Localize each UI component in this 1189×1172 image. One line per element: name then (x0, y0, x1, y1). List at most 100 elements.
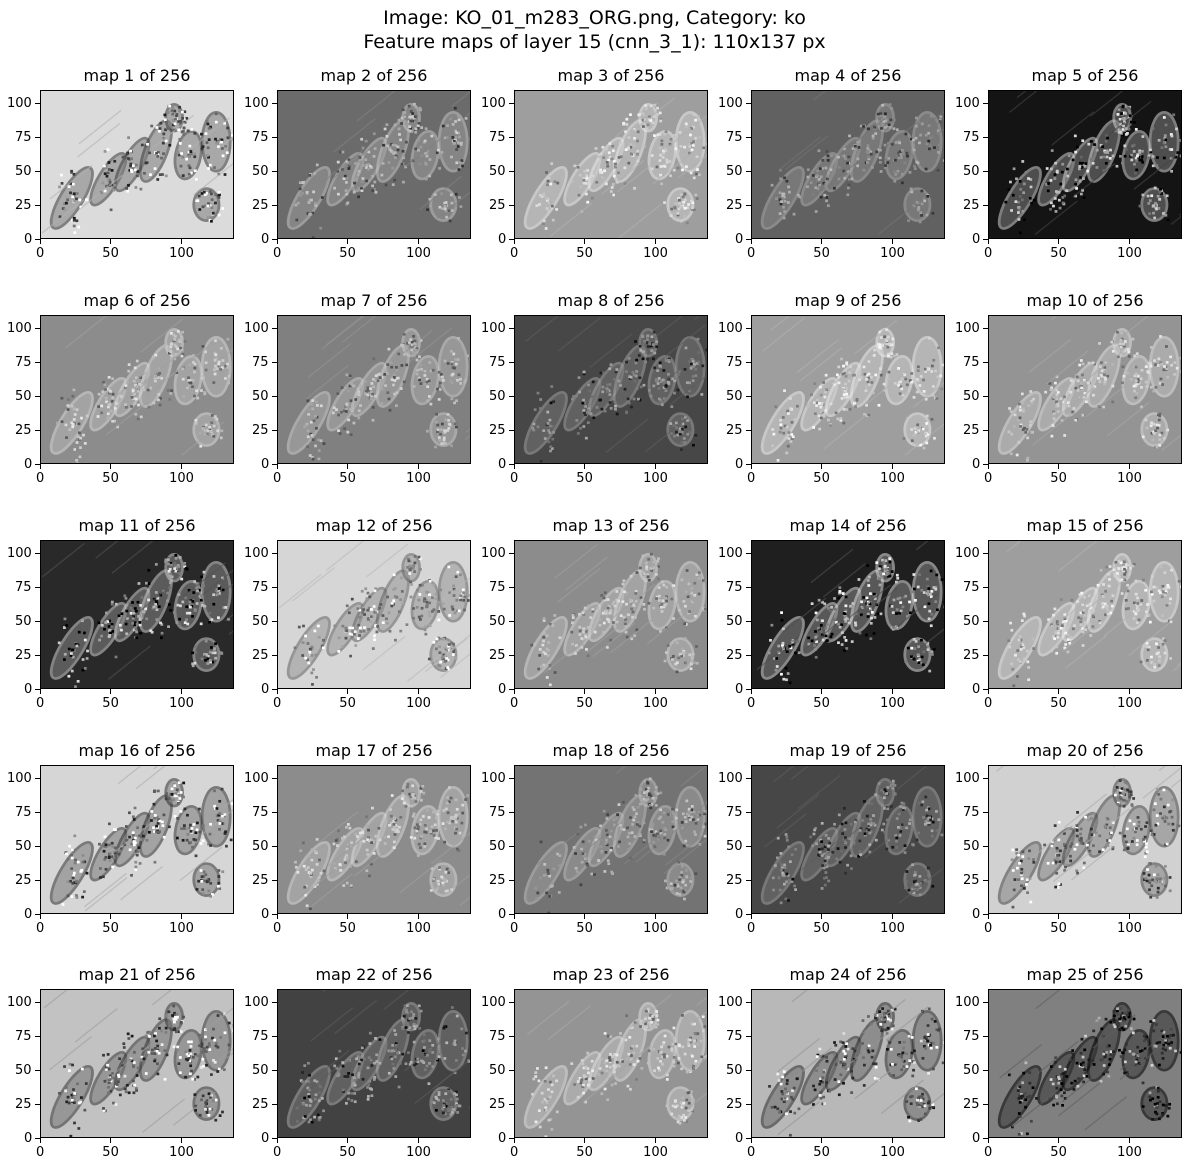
texture-speck (458, 373, 461, 376)
texture-speck (844, 383, 847, 386)
texture-speck (1088, 362, 1091, 365)
texture-speck (915, 117, 918, 120)
texture-speck (776, 665, 779, 668)
texture-speck (84, 442, 87, 445)
texture-speck (206, 205, 209, 208)
texture-speck (1106, 605, 1109, 608)
texture-speck (698, 593, 701, 596)
texture-speck (203, 605, 206, 608)
texture-speck (99, 876, 102, 879)
texture-speck (1143, 645, 1146, 648)
texture-speck (394, 124, 397, 127)
texture-speck (1073, 407, 1076, 410)
texture-speck (461, 804, 464, 807)
x-tick-label: 50 (1050, 471, 1067, 486)
texture-speck (457, 115, 460, 118)
texture-speck (660, 140, 663, 143)
texture-speck (1120, 339, 1123, 342)
texture-speck (892, 626, 895, 629)
texture-speck (125, 187, 128, 190)
texture-speck (1055, 646, 1058, 649)
x-tick-label: 100 (880, 471, 905, 486)
texture-speck (788, 645, 791, 648)
texture-speck (174, 123, 177, 126)
x-tick (751, 239, 752, 244)
texture-speck (896, 353, 899, 356)
texture-speck (616, 413, 619, 416)
texture-speck (146, 839, 149, 842)
texture-speck (299, 194, 302, 197)
texture-speck (111, 842, 114, 845)
texture-speck (907, 647, 910, 650)
texture-speck (157, 831, 160, 834)
texture-speck (174, 794, 177, 797)
texture-speck (371, 393, 374, 396)
texture-speck (1135, 373, 1138, 376)
texture-speck (793, 213, 796, 216)
texture-speck (110, 625, 113, 628)
texture-speck (358, 634, 361, 637)
texture-speck (439, 589, 442, 592)
texture-speck (67, 408, 70, 411)
texture-speck (387, 835, 390, 838)
y-tick (35, 396, 40, 397)
texture-speck (1007, 639, 1010, 642)
texture-speck (138, 582, 141, 585)
texture-speck (1165, 345, 1168, 348)
texture-speck (442, 809, 445, 812)
texture-speck (198, 831, 201, 834)
texture-speck (1122, 105, 1125, 108)
texture-speck (786, 410, 789, 413)
texture-speck (845, 596, 848, 599)
texture-speck (200, 842, 203, 845)
texture-speck (1170, 569, 1173, 572)
texture-speck (897, 384, 900, 387)
texture-speck (193, 155, 196, 158)
texture-speck (820, 196, 823, 199)
texture-speck (605, 148, 608, 151)
texture-speck (665, 586, 668, 589)
texture-speck (1158, 139, 1161, 142)
texture-speck (813, 401, 816, 404)
feature-map-image (40, 765, 234, 914)
texture-speck (179, 142, 182, 145)
texture-speck (438, 398, 441, 401)
texture-speck (681, 579, 684, 582)
x-tick (1058, 464, 1059, 469)
x-tick (418, 239, 419, 244)
texture-speck (1156, 156, 1159, 159)
texture-speck (582, 399, 585, 402)
texture-speck (193, 132, 196, 135)
texture-speck (435, 421, 438, 424)
texture-speck (910, 187, 913, 190)
texture-speck (1133, 150, 1136, 153)
texture-speck (163, 814, 166, 817)
texture-speck (182, 395, 185, 398)
texture-speck (1066, 168, 1069, 171)
texture-speck (1111, 401, 1114, 404)
texture-speck (413, 813, 416, 816)
texture-speck (679, 430, 682, 433)
texture-speck (646, 358, 649, 361)
texture-speck (180, 152, 183, 155)
texture-speck (1022, 408, 1025, 411)
texture-speck (436, 424, 439, 427)
texture-speck (785, 678, 788, 681)
x-tick-label: 50 (576, 696, 593, 711)
texture-speck (109, 390, 112, 393)
texture-speck (205, 424, 208, 427)
texture-speck (1116, 331, 1119, 334)
texture-speck (814, 648, 817, 651)
texture-speck (129, 848, 132, 851)
texture-speck (940, 115, 943, 118)
texture-speck (139, 624, 142, 627)
texture-speck (371, 189, 374, 192)
y-tick-label: 0 (972, 682, 980, 697)
texture-speck (922, 197, 925, 200)
texture-speck (79, 456, 82, 459)
texture-speck (462, 592, 465, 595)
texture-speck (439, 382, 442, 385)
texture-speck (426, 430, 429, 433)
texture-speck (941, 578, 944, 581)
texture-speck (921, 656, 924, 659)
